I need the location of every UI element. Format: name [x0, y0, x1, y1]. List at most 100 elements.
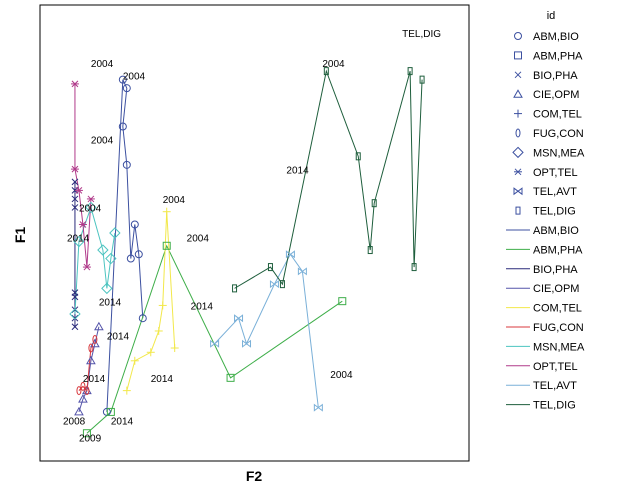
y-axis-label: F1	[12, 227, 28, 244]
annotation-11: 2014	[111, 417, 134, 428]
annotation-7: 2014	[99, 297, 122, 308]
point-6-6	[109, 227, 121, 239]
point-5-3	[88, 343, 94, 353]
point-1-4	[338, 297, 347, 306]
series-points	[69, 67, 425, 438]
point-4-3	[154, 326, 163, 335]
point-2-8	[71, 323, 79, 331]
point-1-2	[162, 241, 171, 250]
point-0-2	[122, 84, 131, 93]
legend-marker-0	[514, 32, 522, 40]
annotation-9: 2014	[83, 374, 106, 385]
annotation-1: 2004	[123, 72, 146, 83]
point-8-3	[269, 280, 279, 289]
point-8-0	[210, 339, 220, 348]
legend-marker-8	[513, 187, 523, 196]
point-6-0	[69, 308, 81, 320]
point-9-7	[407, 67, 413, 76]
legend-line-label-2: BIO,PHA	[533, 264, 578, 276]
point-5-2	[84, 386, 90, 396]
legend-marker-1	[514, 51, 522, 60]
annotation-12: 2014	[191, 302, 214, 313]
x-axis-label: F2	[246, 468, 263, 484]
legend-label-6: MSN,MEA	[533, 147, 585, 159]
annotation-5: 2004	[163, 195, 186, 206]
legend-marker-3	[513, 89, 523, 98]
point-9-6	[371, 199, 377, 208]
point-3-5	[94, 321, 104, 331]
point-5-1	[80, 381, 86, 391]
legend-marker-6	[512, 146, 524, 159]
legend-label-7: OPT,TEL	[533, 167, 578, 179]
point-6-2	[85, 201, 97, 214]
point-4-6	[170, 344, 179, 353]
legend-label-5: FUG,CON	[533, 128, 584, 140]
legend-line-label-6: MSN,MEA	[533, 341, 585, 353]
legend-marker-5	[515, 128, 521, 138]
legend-label-8: TEL,AVT	[533, 186, 577, 198]
point-8-6	[313, 403, 323, 412]
point-3-3	[86, 355, 96, 365]
point-7-1	[70, 165, 79, 173]
annotation-13: 2014	[286, 165, 309, 176]
legend-label-0: ABM,BIO	[533, 31, 579, 43]
point-4-2	[146, 348, 155, 357]
legend-label-9: TEL,DIG	[533, 206, 576, 218]
legend-label-1: ABM,PHA	[533, 50, 583, 62]
point-6-3	[97, 244, 109, 256]
legend-marker-7	[514, 168, 522, 176]
legend-line-label-9: TEL,DIG	[533, 400, 576, 412]
annotation-18: 2009	[79, 434, 102, 445]
point-9-2	[279, 280, 285, 289]
point-2-2	[71, 195, 79, 203]
point-2-3	[71, 204, 79, 211]
point-0-1	[118, 75, 127, 84]
point-4-5	[162, 207, 171, 216]
point-0-4	[122, 160, 131, 169]
point-6-4	[101, 282, 113, 295]
point-2-5	[71, 293, 79, 301]
point-0-5	[126, 254, 135, 263]
point-0-7	[134, 250, 143, 259]
legend-line-label-5: FUG,CON	[533, 322, 584, 334]
point-9-4	[355, 152, 361, 161]
point-2-7	[71, 314, 79, 322]
point-5-0	[76, 386, 82, 396]
series-line-7	[74, 83, 92, 268]
point-8-5	[297, 267, 307, 276]
series-line-6	[74, 205, 116, 314]
point-7-2	[74, 187, 83, 194]
legend-label-2: BIO,PHA	[533, 70, 578, 82]
annotation-16: TEL,DIG	[402, 29, 441, 40]
point-2-6	[71, 306, 79, 314]
point-9-3	[323, 67, 329, 76]
point-9-8	[411, 263, 417, 272]
point-7-3	[78, 221, 87, 228]
legend-line-label-8: TEL,AVT	[533, 380, 577, 392]
point-2-0	[71, 178, 79, 186]
legend-title: id	[547, 10, 556, 22]
point-5-4	[92, 335, 98, 344]
point-9-9	[419, 75, 425, 84]
point-7-5	[86, 195, 95, 203]
point-1-1	[106, 407, 115, 416]
point-7-4	[82, 263, 91, 271]
legend-line-label-3: CIE,OPM	[533, 283, 579, 295]
point-9-0	[232, 284, 238, 293]
point-1-0	[82, 429, 91, 438]
legend-line-label-7: OPT,TEL	[533, 361, 578, 373]
point-6-5	[105, 252, 117, 265]
legend-line-label-0: ABM,BIO	[533, 225, 579, 237]
point-3-1	[78, 394, 88, 403]
annotation-17: 2008	[63, 417, 86, 428]
legend-marker-9	[515, 206, 521, 215]
legend-label-4: COM,TEL	[533, 109, 582, 121]
annotation-6: 2004	[187, 234, 210, 245]
point-8-2	[242, 339, 252, 348]
annotation-3: 2004	[79, 204, 102, 215]
point-1-3	[226, 373, 235, 382]
legend-line-label-1: ABM,PHA	[533, 244, 583, 256]
series-line-1	[86, 244, 343, 434]
point-0-6	[130, 220, 139, 229]
